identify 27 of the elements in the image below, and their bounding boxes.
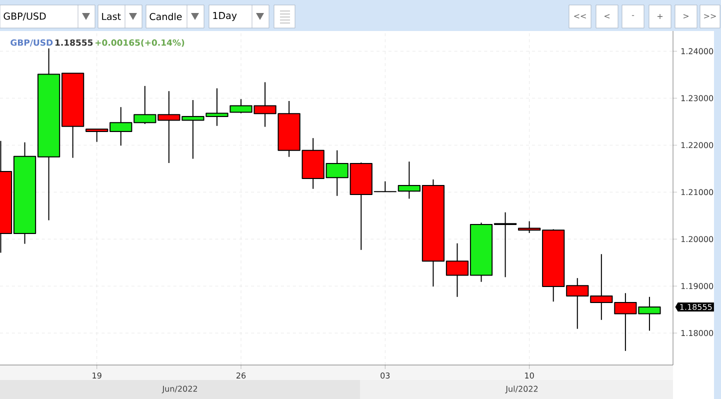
text: GBP/USD: [4, 12, 46, 20]
text: 1Day: [213, 12, 237, 21]
text: GBP/USD: [10, 39, 53, 46]
y-tick-label: 1.18000: [681, 330, 714, 336]
text: >: [684, 14, 689, 18]
y-tick-label: 1.20000: [681, 236, 714, 242]
y-tick-label: 1.23000: [681, 95, 714, 102]
text: 1.18555: [55, 39, 93, 46]
x-tick-label: 03: [380, 372, 390, 379]
x-tick-label: 26: [236, 372, 246, 379]
y-tick-label: 1.21000: [681, 189, 714, 196]
text: 1.18555: [680, 304, 712, 310]
y-tick-label: 1.19000: [681, 283, 714, 290]
text: <: [604, 14, 610, 18]
annotation: +0.00165(+0.14%): [96, 39, 184, 47]
text: >>: [704, 14, 716, 18]
y-tick-label: 1.24000: [681, 48, 714, 54]
y-tick-label: 1.22000: [681, 142, 714, 148]
text: -: [632, 15, 634, 16]
text: Candle: [150, 12, 182, 20]
text: Jun/2022: [162, 386, 197, 394]
text: <<: [574, 14, 586, 18]
x-tick-label: 10: [525, 372, 534, 379]
text: Last: [102, 12, 121, 20]
text: +: [658, 14, 663, 20]
x-tick-label: 19: [92, 372, 102, 379]
text: Jul/2022: [505, 386, 538, 394]
